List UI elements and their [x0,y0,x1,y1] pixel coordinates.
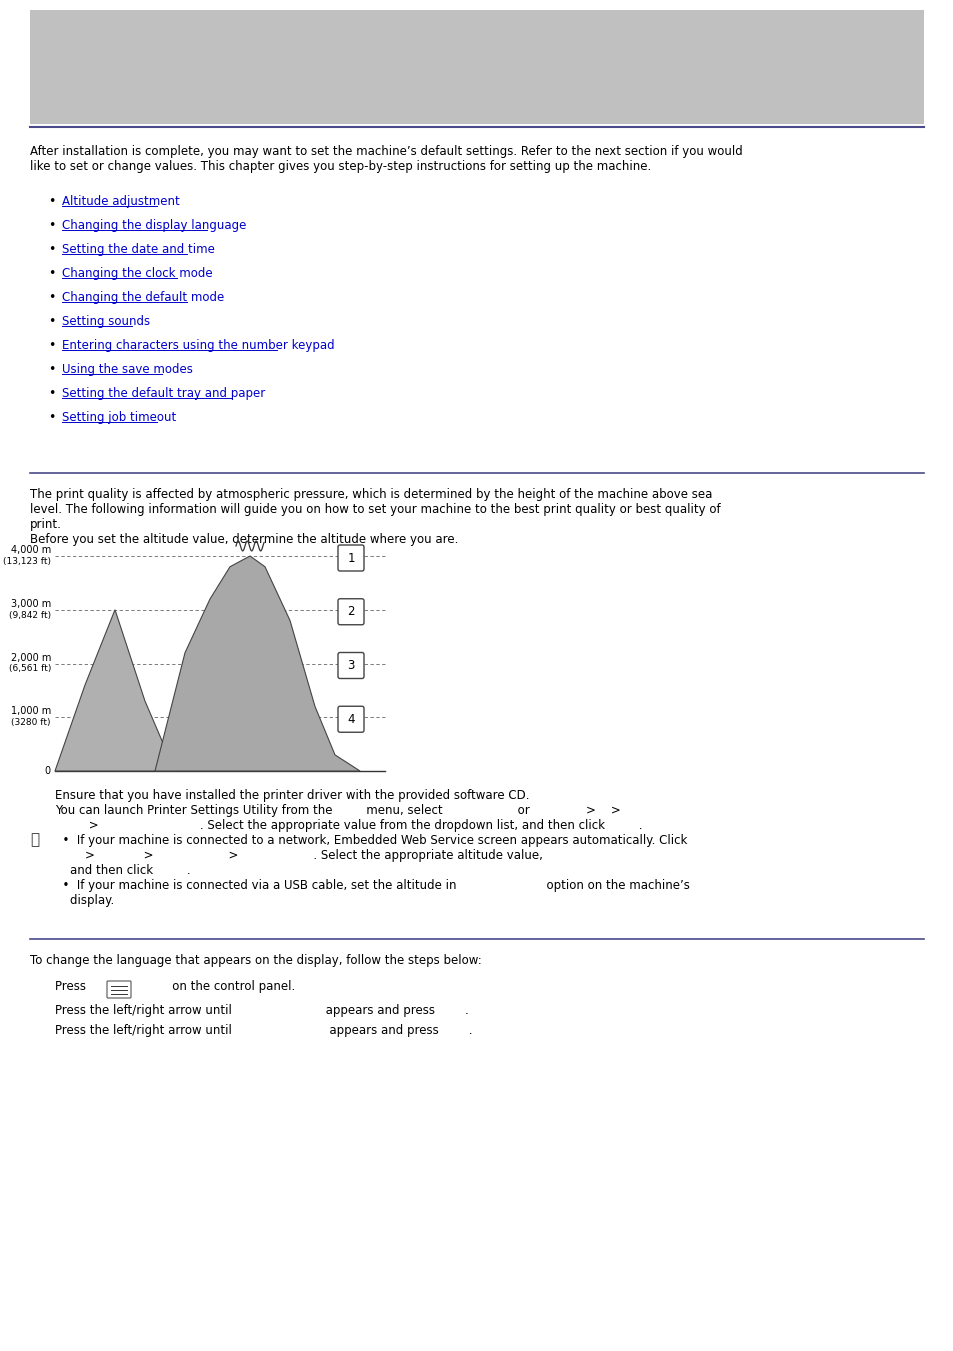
FancyBboxPatch shape [337,598,364,624]
Text: like to set or change values. This chapter gives you step-by-step instructions f: like to set or change values. This chapt… [30,159,651,173]
Text: Before you set the altitude value, determine the altitude where you are.: Before you set the altitude value, deter… [30,534,457,546]
Text: 4,000 m: 4,000 m [10,544,51,555]
Text: Press                       on the control panel.: Press on the control panel. [55,979,294,993]
Text: (6,561 ft): (6,561 ft) [9,665,51,674]
Text: 2,000 m: 2,000 m [10,653,51,662]
Text: 4: 4 [347,713,355,725]
Text: •: • [48,386,55,400]
FancyBboxPatch shape [337,653,364,678]
Text: After installation is complete, you may want to set the machine’s default settin: After installation is complete, you may … [30,145,742,158]
FancyBboxPatch shape [337,707,364,732]
Text: Ensure that you have installed the printer driver with the provided software CD.: Ensure that you have installed the print… [55,789,529,802]
Text: •: • [48,363,55,376]
Text: (3280 ft): (3280 ft) [11,719,51,727]
Text: •: • [48,243,55,255]
Text: •  If your machine is connected to a network, Embedded Web Service screen appear: • If your machine is connected to a netw… [55,834,687,847]
Text: Using the save modes: Using the save modes [62,363,193,376]
Text: •: • [48,219,55,232]
Text: print.: print. [30,517,62,531]
Text: 3,000 m: 3,000 m [10,598,51,609]
Text: •: • [48,290,55,304]
Text: •: • [48,195,55,208]
Text: Press the left/right arrow until                          appears and press     : Press the left/right arrow until appears… [55,1024,472,1038]
Text: 0: 0 [45,766,51,775]
Text: •: • [48,411,55,424]
Text: display.: display. [55,894,114,907]
Text: •: • [48,339,55,353]
Text: and then click         .: and then click . [55,865,191,877]
Text: Entering characters using the number keypad: Entering characters using the number key… [62,339,335,353]
Text: Changing the clock mode: Changing the clock mode [62,267,213,280]
Text: The print quality is affected by atmospheric pressure, which is determined by th: The print quality is affected by atmosph… [30,488,712,501]
Text: •  If your machine is connected via a USB cable, set the altitude in            : • If your machine is connected via a USB… [55,880,689,892]
Text: Changing the default mode: Changing the default mode [62,290,224,304]
Text: level. The following information will guide you on how to set your machine to th: level. The following information will gu… [30,503,720,516]
Text: 2: 2 [347,605,355,619]
Text: To change the language that appears on the display, follow the steps below:: To change the language that appears on t… [30,954,481,967]
Text: Changing the display language: Changing the display language [62,219,246,232]
Text: ⓘ: ⓘ [30,832,39,847]
Text: •: • [48,315,55,328]
Text: Setting the default tray and paper: Setting the default tray and paper [62,386,265,400]
Text: Press the left/right arrow until                         appears and press      : Press the left/right arrow until appears… [55,1004,468,1017]
Bar [30,9,923,124]
Text: >                           . Select the appropriate value from the dropdown lis: > . Select the appropriate value from th… [55,819,641,832]
Polygon shape [154,557,359,771]
FancyBboxPatch shape [107,981,131,998]
Text: 1,000 m: 1,000 m [10,707,51,716]
Text: You can launch Printer Settings Utility from the         menu, select           : You can launch Printer Settings Utility … [55,804,620,817]
Text: 3: 3 [347,659,355,671]
FancyBboxPatch shape [337,544,364,571]
Text: Setting sounds: Setting sounds [62,315,150,328]
Polygon shape [55,609,174,771]
Text: 1: 1 [347,551,355,565]
Text: Altitude adjustment: Altitude adjustment [62,195,179,208]
Text: (13,123 ft): (13,123 ft) [3,557,51,566]
Text: Setting job timeout: Setting job timeout [62,411,176,424]
Text: •: • [48,267,55,280]
Text: >             >                    >                    . Select the appropriate: > > > . Select the appropriate [55,848,542,862]
Text: (9,842 ft): (9,842 ft) [9,611,51,620]
Text: Setting the date and time: Setting the date and time [62,243,214,255]
